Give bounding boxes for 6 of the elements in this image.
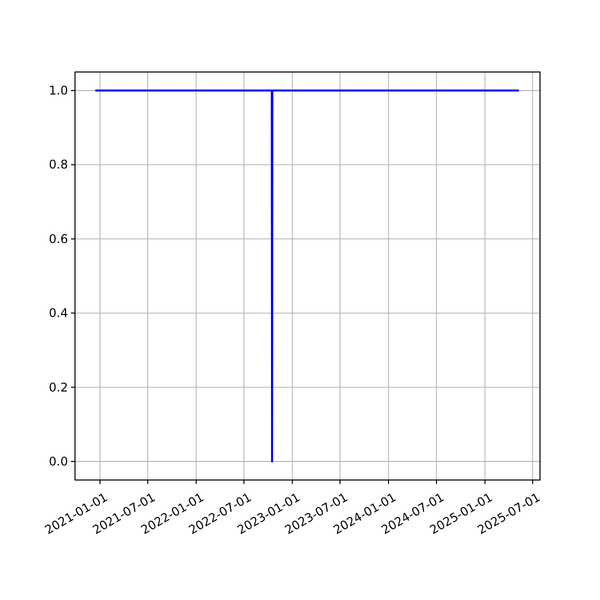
y-tick-label: 1.0 [48, 84, 68, 98]
y-tick-label: 0.2 [48, 380, 68, 394]
y-tick-label: 0.4 [48, 306, 68, 320]
y-tick-label: 0.6 [48, 232, 68, 246]
y-tick-label: 0.0 [48, 454, 68, 468]
y-tick-label: 0.8 [48, 158, 68, 172]
